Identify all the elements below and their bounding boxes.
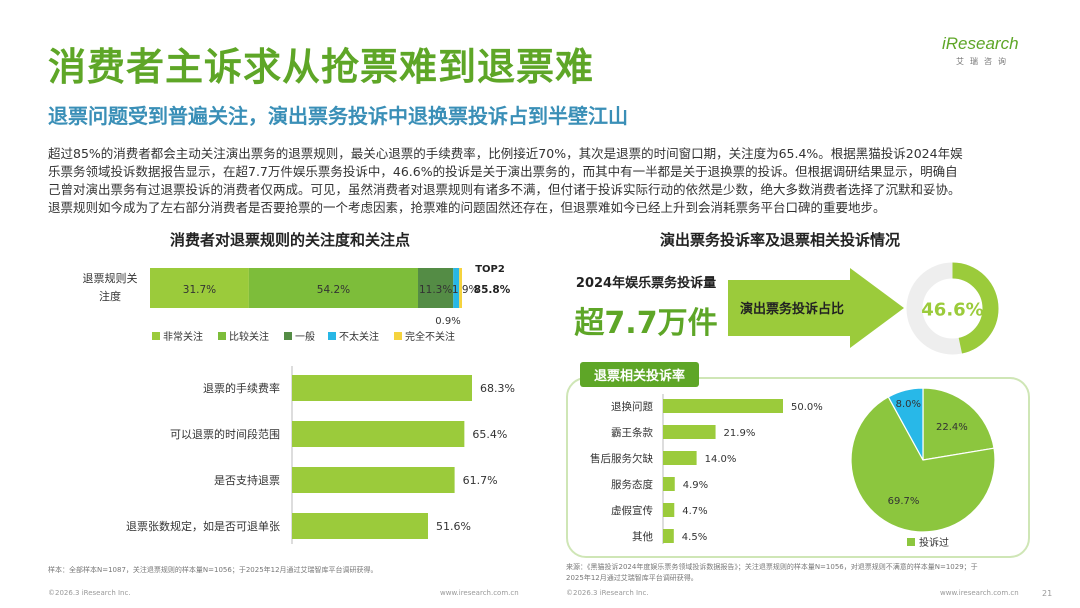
segment-label: 31.7%	[183, 284, 216, 296]
type-value-label: 21.9%	[724, 428, 756, 439]
focus-value-label: 51.6%	[436, 520, 471, 533]
segment-label: 1.9%	[452, 284, 479, 296]
share-arrow: 演出票务投诉占比	[728, 268, 904, 348]
pie-slice-1	[922, 387, 995, 461]
type-category-label: 售后服务欠缺	[590, 452, 653, 465]
site-right: www.iresearch.com.cn	[940, 589, 1019, 597]
focus-category-label: 退票的手续费率	[203, 381, 280, 395]
type-value-label: 4.9%	[683, 480, 708, 491]
type-value-label: 14.0%	[705, 454, 737, 465]
complaint-volume-label: 2024年娱乐票务投诉量	[575, 276, 717, 291]
focus-bar-3	[292, 467, 455, 493]
legend-label: 完全不关注	[405, 330, 455, 343]
segment-label: 11.3%	[419, 284, 452, 296]
pie-slice-3	[887, 387, 924, 461]
focus-bar-4	[292, 513, 428, 539]
refund-complaint-types-chart: 退换问题 50.0% 霸王条款 21.9% 售后服务欠缺 14.0% 服务态度 4.9% 虚假宣…	[590, 394, 823, 544]
type-bar-4	[663, 477, 675, 491]
type-category-label: 虚假宣传	[611, 504, 653, 517]
type-category-label: 服务态度	[611, 478, 653, 491]
type-bar-1	[663, 399, 783, 413]
stacked-segment-1	[150, 268, 249, 308]
pie-value-label: 69.7%	[888, 496, 920, 507]
intro-line: 乐票务领域投诉数据报告显示，在超7.7万件娱乐票务投诉中，46.6%的投诉是关于…	[48, 164, 958, 179]
legend-swatch	[907, 538, 915, 546]
focus-bar-2	[292, 421, 465, 447]
legend-label: 投诉过	[919, 536, 949, 549]
legend-label: 不太关注	[339, 330, 379, 343]
footnote-right-2: 2025年12月通过艾瑞智库平台调研获得。	[566, 574, 698, 582]
legend-label: 比较关注	[229, 330, 269, 343]
type-bar-6	[663, 529, 674, 543]
category-label: 注度	[99, 289, 121, 303]
focus-bar-1	[292, 375, 472, 401]
pie-slice-2	[850, 396, 996, 533]
category-label: 退票规则关	[83, 271, 138, 285]
legend-swatch	[394, 332, 402, 340]
type-bar-2	[663, 425, 716, 439]
legend-swatch	[152, 332, 160, 340]
arrow-shape	[728, 268, 904, 348]
legend-swatch	[328, 332, 336, 340]
focus-value-label: 65.4%	[472, 428, 507, 441]
copyright-left: ©2026.3 iResearch Inc.	[48, 589, 131, 597]
stacked-segment-5	[459, 268, 462, 308]
focus-points-chart: 退票的手续费率 68.3% 可以退票的时间段范围 65.4% 是否支持退票 61.7% 退票…	[126, 366, 515, 544]
copyright-right: ©2026.3 iResearch Inc.	[566, 589, 649, 597]
focus-value-label: 68.3%	[480, 382, 515, 395]
intro-line: 己曾对演出票务有过退票投诉的消费者仅两成。可见，虽然消费者对退票规则有诸多不满，…	[48, 182, 961, 197]
footnote-left: 样本：全部样本N=1087，关注退票规则的样本量N=1056；于2025年12月…	[48, 566, 378, 574]
right-chart-title: 演出票务投诉率及退票相关投诉情况	[660, 231, 901, 249]
stacked-segment-2	[248, 268, 419, 308]
type-bar-3	[663, 451, 697, 465]
refund-complaint-box	[566, 377, 1030, 558]
legend-label: 一般	[295, 330, 315, 343]
site-left: www.iresearch.com.cn	[440, 589, 519, 597]
refund-box-title: 退票相关投诉率	[580, 362, 700, 387]
segment-label: 54.2%	[317, 284, 350, 296]
page-subtitle: 退票问题受到普遍关注，演出票务投诉中退换票投诉占到半壁江山	[48, 104, 628, 128]
type-value-label: 4.7%	[682, 506, 707, 517]
complaint-pie-chart: 22.4% 69.7% 8.0% 投诉过	[850, 387, 996, 549]
donut-center-label: 46.6%	[921, 300, 983, 321]
legend-swatch	[284, 332, 292, 340]
legend-swatch	[218, 332, 226, 340]
pie-value-label: 8.0%	[896, 399, 921, 410]
legend-label: 非常关注	[163, 330, 203, 343]
focus-value-label: 61.7%	[463, 474, 498, 487]
stacked-segment-4	[453, 268, 460, 308]
intro-line: 退票规则如今成为了左右部分消费者是否要抢票的一个考虑因素，抢票难的问题固然还存在…	[48, 200, 886, 215]
pie-value-label: 22.4%	[936, 422, 968, 433]
left-chart-title: 消费者对退票规则的关注度和关注点	[170, 231, 411, 249]
type-value-label: 50.0%	[791, 402, 823, 413]
performance-share-donut: 46.6%	[906, 262, 999, 355]
iresearch-logo: iResearch 艾瑞咨询	[942, 32, 1032, 72]
top2-label: TOP2	[475, 264, 505, 275]
arrow-label: 演出票务投诉占比	[740, 301, 844, 317]
top2-value: 85.8%	[474, 284, 511, 296]
page-title: 消费者主诉求从抢票难到退票难	[48, 45, 595, 89]
intro-line: 超过85%的消费者都会主动关注演出票务的退票规则，最关心退票的手续费率，比例接近…	[48, 146, 963, 161]
logo-word: iResearch	[942, 34, 1019, 53]
focus-category-label: 是否支持退票	[214, 473, 280, 487]
type-value-label: 4.5%	[682, 532, 707, 543]
page-number: 21	[1042, 589, 1053, 598]
focus-category-label: 可以退票的时间段范围	[170, 427, 280, 441]
type-bar-5	[663, 503, 675, 517]
stacked-segment-3	[418, 268, 454, 308]
donut-segment-share	[906, 262, 999, 355]
type-category-label: 其他	[632, 530, 653, 543]
logo-cn: 艾瑞咨询	[956, 57, 1012, 66]
type-category-label: 霸王条款	[611, 426, 653, 439]
focus-category-label: 退票张数规定，如是否可退单张	[126, 519, 280, 533]
segment-label: 0.9%	[435, 316, 460, 327]
type-category-label: 退换问题	[611, 400, 653, 413]
intro-paragraph: 超过85%的消费者都会主动关注演出票务的退票规则，最关心退票的手续费率，比例接近…	[48, 145, 1038, 217]
complaint-volume-value: 超7.7万件	[574, 306, 718, 341]
footnote-right-1: 来源：《黑猫投诉2024年度娱乐票务领域投诉数据报告》；关注退票规则的样本量N=…	[566, 563, 978, 571]
